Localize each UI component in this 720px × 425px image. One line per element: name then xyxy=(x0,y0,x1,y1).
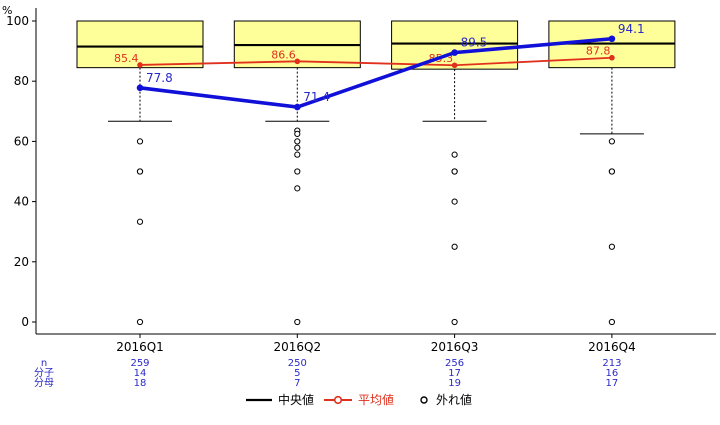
outlier-point xyxy=(136,138,144,145)
outliers xyxy=(136,127,616,326)
outlier-point xyxy=(451,318,458,326)
mean-line xyxy=(139,56,612,67)
mean-point xyxy=(137,62,143,68)
outlier-point xyxy=(294,185,301,192)
y-tick-label: 40 xyxy=(14,195,29,209)
legend-outlier-marker xyxy=(420,396,428,404)
y-tick-label: 80 xyxy=(14,74,29,88)
outlier-point xyxy=(451,243,458,250)
count-value: 213 xyxy=(602,358,621,369)
outlier-point xyxy=(136,318,144,326)
series-lines: 85.4 86.6 85.387.877.871.489.594.1 xyxy=(114,22,645,111)
outlier-point xyxy=(294,144,301,151)
outlier-point xyxy=(294,130,301,137)
count-value: 14 xyxy=(134,368,147,379)
outlier-point xyxy=(451,168,458,175)
count-value: 250 xyxy=(288,358,307,369)
outlier-point xyxy=(451,151,458,158)
outlier-point xyxy=(136,168,144,175)
axes: % 0 20 40 60 80 100 2016Q1 2016Q2 2016Q3 2016Q4 xyxy=(2,4,716,354)
rate-point xyxy=(608,35,616,43)
legend-outlier-label: 外れ値 xyxy=(436,392,472,407)
count-value: 17 xyxy=(448,368,461,379)
y-tick-label: 100 xyxy=(6,14,29,28)
legend-mean-marker xyxy=(333,395,343,405)
outlier-point xyxy=(608,138,616,145)
x-tick-label: 2016Q2 xyxy=(273,340,321,354)
mean-data-label: 85.4 xyxy=(114,52,139,65)
x-tick-label: 2016Q4 xyxy=(588,340,636,354)
rate-point xyxy=(294,103,301,111)
count-row-label: 分子 xyxy=(34,367,54,379)
outlier-point xyxy=(608,168,616,175)
rate-data-label: 94.1 xyxy=(618,22,645,36)
mean-point xyxy=(609,54,615,61)
box xyxy=(76,20,204,69)
count-value: 16 xyxy=(606,368,619,379)
y-tick-label: 20 xyxy=(14,255,29,269)
outlier-point xyxy=(451,198,458,205)
count-value: 256 xyxy=(445,358,464,369)
mean-point xyxy=(451,62,458,69)
count-value: 17 xyxy=(606,378,619,389)
count-value: 19 xyxy=(448,378,461,389)
rate-data-label: 77.8 xyxy=(146,71,173,85)
x-tick-label: 2016Q1 xyxy=(116,340,164,354)
y-unit-label: % xyxy=(2,4,12,17)
legend: 中央値 平均値 外れ値 xyxy=(246,392,472,407)
y-tick-label: 60 xyxy=(14,134,29,148)
rate-point xyxy=(451,49,458,56)
y-tick-label: 0 xyxy=(21,315,29,329)
outlier-point xyxy=(294,138,301,145)
outlier-point xyxy=(608,243,616,250)
mean-data-label: 86.6 xyxy=(271,48,296,61)
legend-mean-label: 平均値 xyxy=(358,392,394,407)
count-value: 5 xyxy=(294,368,300,379)
legend-median-label: 中央値 xyxy=(278,392,314,407)
count-value: 259 xyxy=(130,358,149,369)
outlier-point xyxy=(294,168,301,175)
outlier-point xyxy=(294,151,301,158)
count-value: 18 xyxy=(134,378,147,389)
rate-point xyxy=(136,84,144,92)
outlier-point xyxy=(294,318,301,326)
count-row-label: 分母 xyxy=(34,377,54,389)
x-tick-label: 2016Q3 xyxy=(431,340,479,354)
rate-data-label: 89.5 xyxy=(461,36,488,50)
rate-line xyxy=(139,36,613,109)
outlier-point xyxy=(608,318,616,326)
count-value: 7 xyxy=(294,378,300,389)
mean-point xyxy=(294,58,301,65)
rate-data-label: 71.4 xyxy=(303,90,330,104)
count-row-label: n xyxy=(41,358,47,369)
outlier-point xyxy=(136,218,144,225)
box xyxy=(391,20,519,70)
mean-data-label: 87.8 xyxy=(586,45,611,58)
